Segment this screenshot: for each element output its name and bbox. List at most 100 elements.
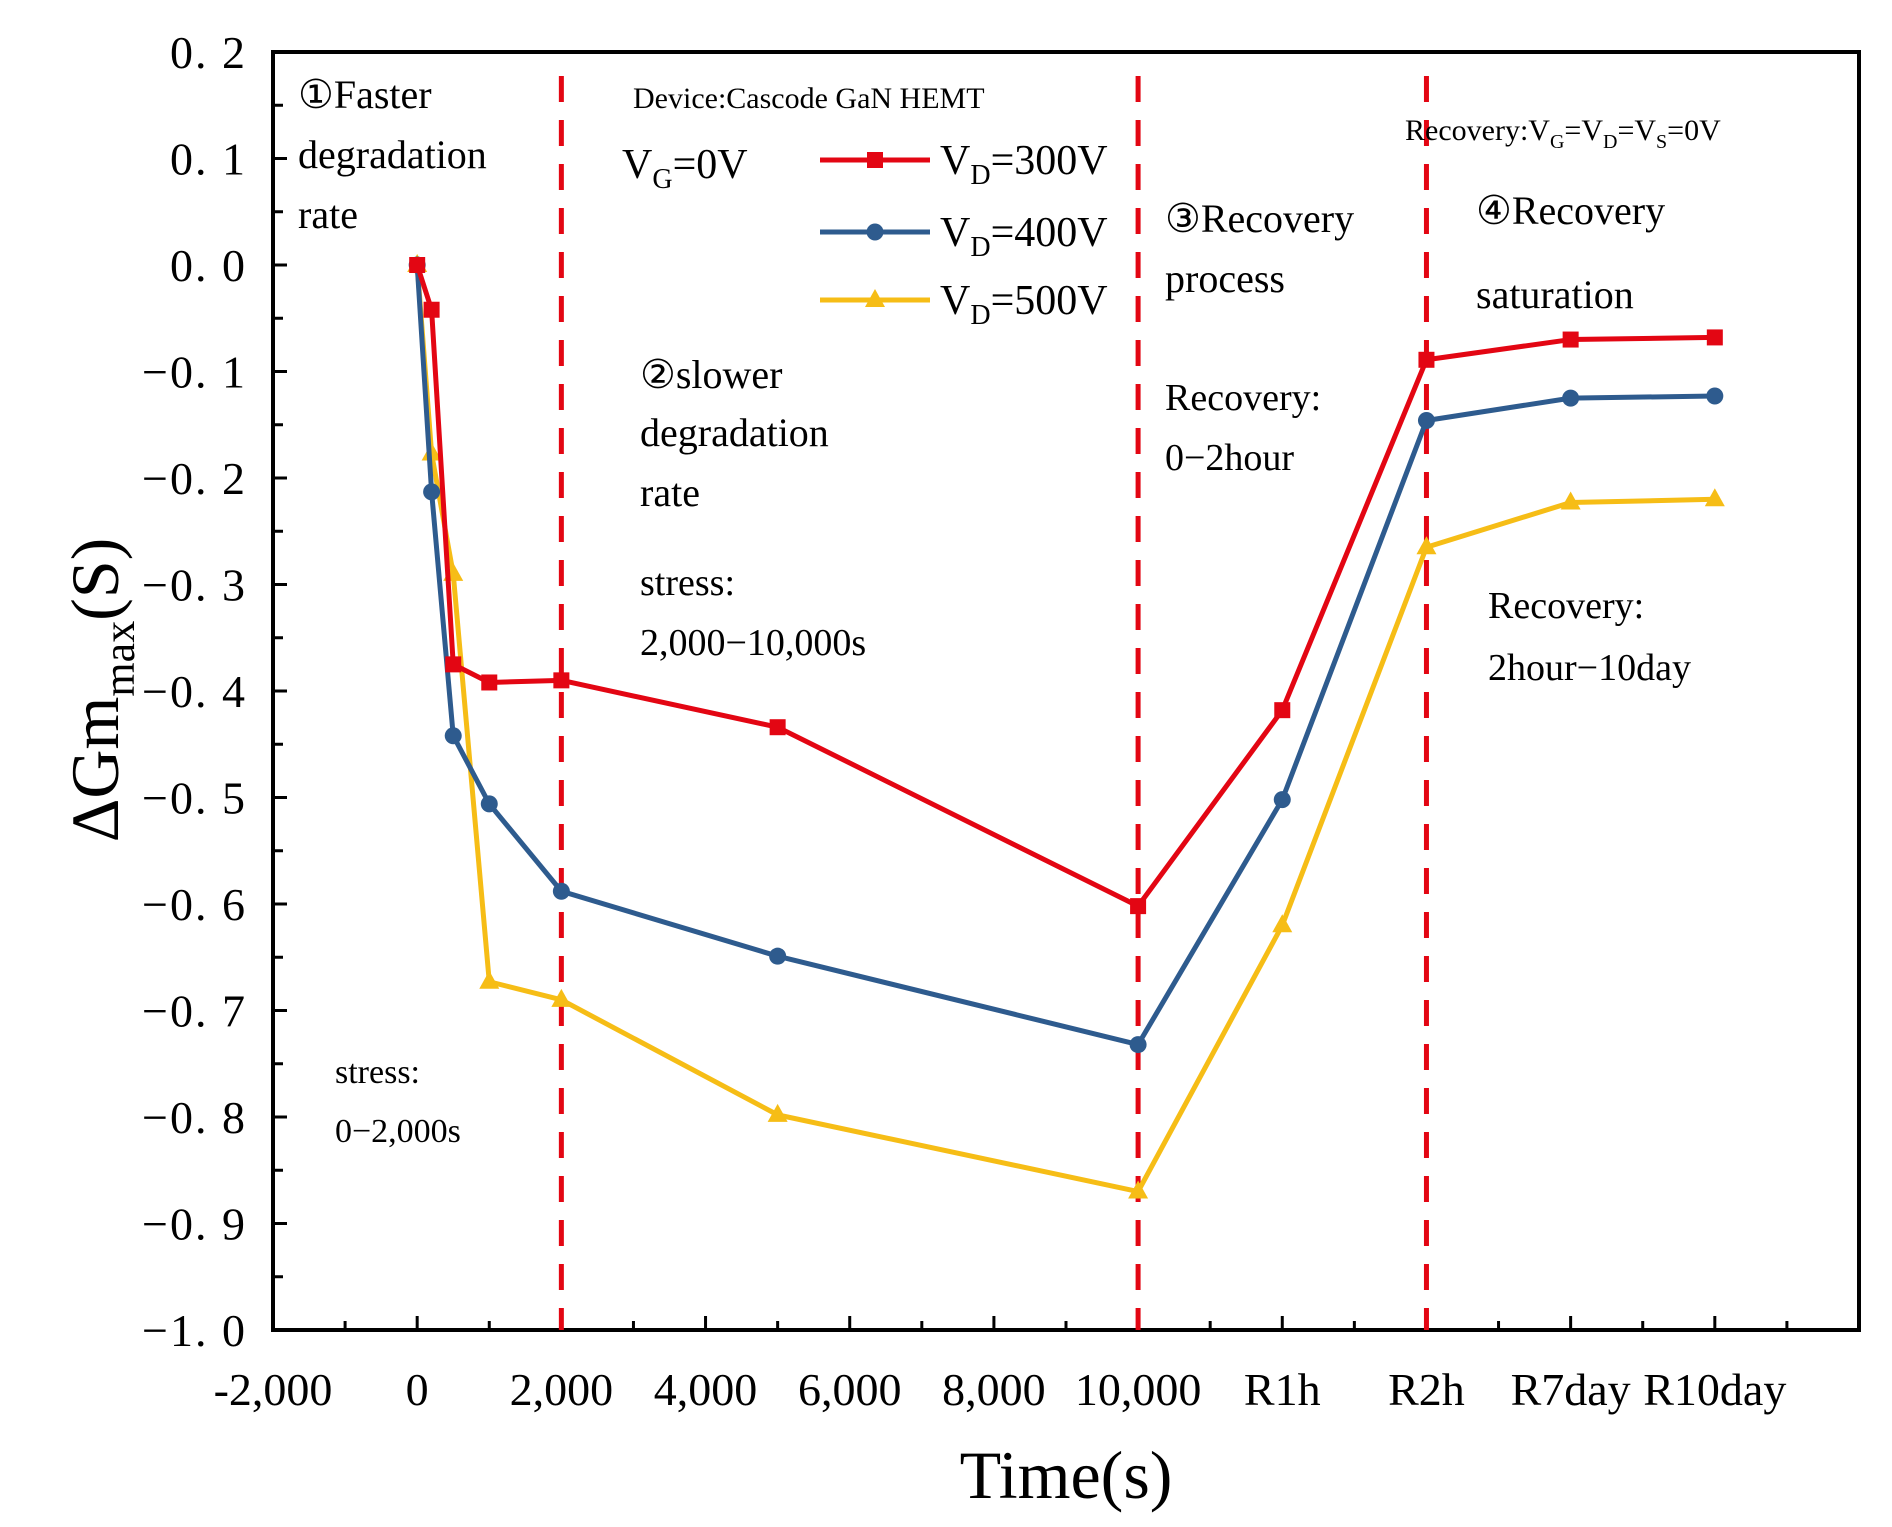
data-point (423, 301, 440, 318)
vg-label-main: V (622, 142, 652, 188)
data-point (769, 947, 787, 965)
recovery-cond-b: =V (1564, 114, 1603, 147)
x-tick-label: 2,000 (510, 1364, 614, 1415)
legend-marker-shape (866, 223, 884, 241)
data-point (423, 483, 441, 501)
legend-label-300v: VD=300V (940, 138, 1108, 191)
stage4-title-line1: ④Recovery (1476, 188, 1665, 233)
data-point (1706, 387, 1724, 405)
legend-marker-shape (865, 289, 885, 307)
data-point (480, 795, 498, 813)
series-vd-300v (409, 257, 1723, 915)
data-point (1562, 331, 1579, 348)
legend: VD=300V VD=400V VD=500V (820, 138, 1108, 331)
data-point (1417, 411, 1435, 429)
stage1-title-line3: rate (298, 192, 358, 237)
x-tick-label: 4,000 (654, 1364, 758, 1415)
stage1-stress-line2: 0−2,000s (335, 1113, 461, 1150)
data-point (553, 672, 570, 689)
legend-marker-500v (865, 289, 885, 307)
recovery-cond-d: =0V (1667, 114, 1721, 147)
y-tick-label: −0. 9 (142, 1199, 247, 1250)
data-point (409, 257, 426, 273)
x-tick-label: R2h (1388, 1364, 1465, 1415)
x-tick-label: 8,000 (942, 1364, 1046, 1415)
legend-marker-300v (867, 152, 883, 168)
data-point (1272, 914, 1293, 933)
y-tick-label: −1. 0 (142, 1305, 247, 1356)
recovery-cond-a: Recovery:V (1405, 114, 1550, 147)
y-axis-title-unit: (S) (57, 538, 133, 621)
stage2-title-line2: degradation (640, 410, 829, 455)
vg-label-rest: =0V (673, 142, 748, 188)
y-axis-title: ΔGmmax(S) (57, 538, 144, 843)
stage2-title-line1: ②slower (640, 352, 783, 397)
data-point (1274, 702, 1291, 719)
stage4-recovery-line2: 2hour−10day (1488, 647, 1691, 689)
data-point (481, 674, 498, 691)
stage4-title-line2: saturation (1476, 272, 1634, 317)
data-point (1130, 898, 1147, 915)
x-tick-label: R10day (1643, 1364, 1786, 1415)
x-axis-title: Time(s) (960, 1437, 1173, 1513)
data-point (1706, 329, 1723, 346)
stage4-recovery-line1: Recovery: (1488, 585, 1644, 627)
recovery-cond-sub-s: S (1656, 131, 1667, 153)
y-tick-label: 0. 0 (170, 240, 247, 291)
stage2-title-line3: rate (640, 470, 700, 515)
y-tick-label: −0. 3 (142, 560, 247, 611)
data-point (444, 727, 462, 745)
data-point (551, 988, 572, 1007)
y-tick-label: 0. 2 (170, 27, 247, 78)
recovery-cond-sub-g: G (1550, 131, 1564, 153)
recovery-cond-sub-d: D (1603, 131, 1617, 153)
data-point (479, 970, 500, 989)
data-point (1129, 1036, 1147, 1054)
stage2-stress-line2: 2,000−10,000s (640, 622, 866, 664)
y-tick-label: −0. 1 (142, 347, 247, 398)
series-vd-500v (407, 254, 1725, 1199)
device-label: Device:Cascode GaN HEMT (633, 82, 985, 115)
y-tick-label: −0. 4 (142, 666, 247, 717)
y-tick-label: −0. 2 (142, 453, 247, 504)
x-tick-label: R1h (1244, 1364, 1321, 1415)
data-point (767, 1103, 788, 1122)
legend-marker-shape (867, 152, 883, 168)
vg-label: VG=0V (622, 142, 748, 195)
y-tick-label: 0. 1 (170, 134, 247, 185)
x-tick-label: R7day (1511, 1364, 1631, 1415)
stage1-stress-line1: stress: (335, 1054, 420, 1091)
stage3-recovery-line1: Recovery: (1165, 377, 1321, 419)
data-point (1704, 488, 1725, 507)
recovery-condition: Recovery:VG=VD=VS=0V (1405, 114, 1721, 153)
legend-marker-400v (866, 223, 884, 241)
y-axis-title-main: ΔGm (57, 697, 133, 843)
stage1-title-line1: ①Faster (298, 72, 432, 117)
series-layer (407, 254, 1725, 1199)
x-tick-label: 0 (406, 1364, 429, 1415)
data-point (1562, 389, 1580, 407)
stage3-title-line1: ③Recovery (1165, 196, 1354, 241)
data-point (1128, 1180, 1149, 1199)
legend-label-500v: VD=500V (940, 278, 1108, 331)
x-tick-label: 10,000 (1075, 1364, 1202, 1415)
y-tick-label: −0. 8 (142, 1092, 247, 1143)
data-point (552, 882, 570, 900)
stage-dividers (558, 76, 1429, 1330)
y-axis-title-sub: max (95, 621, 144, 697)
stage2-stress-line1: stress: (640, 562, 735, 604)
y-tick-label: −0. 6 (142, 879, 247, 930)
data-point (445, 656, 462, 673)
vg-label-sub: G (652, 164, 672, 195)
x-tick-label: -2,000 (214, 1364, 333, 1415)
x-tick-label: 6,000 (798, 1364, 902, 1415)
data-point (769, 719, 786, 736)
stage1-title-line2: degradation (298, 132, 487, 177)
legend-label-400v: VD=400V (940, 210, 1108, 263)
stage3-recovery-line2: 0−2hour (1165, 437, 1294, 479)
data-point (421, 442, 442, 461)
stage3-title-line2: process (1165, 256, 1285, 301)
tick-labels: 0. 2 0. 1 0. 0 −0. 1 −0. 2 −0. 3 −0. 4 −0. 5 −0.… (142, 27, 1786, 1415)
y-tick-label: −0. 7 (142, 986, 247, 1037)
data-point (1416, 536, 1437, 555)
